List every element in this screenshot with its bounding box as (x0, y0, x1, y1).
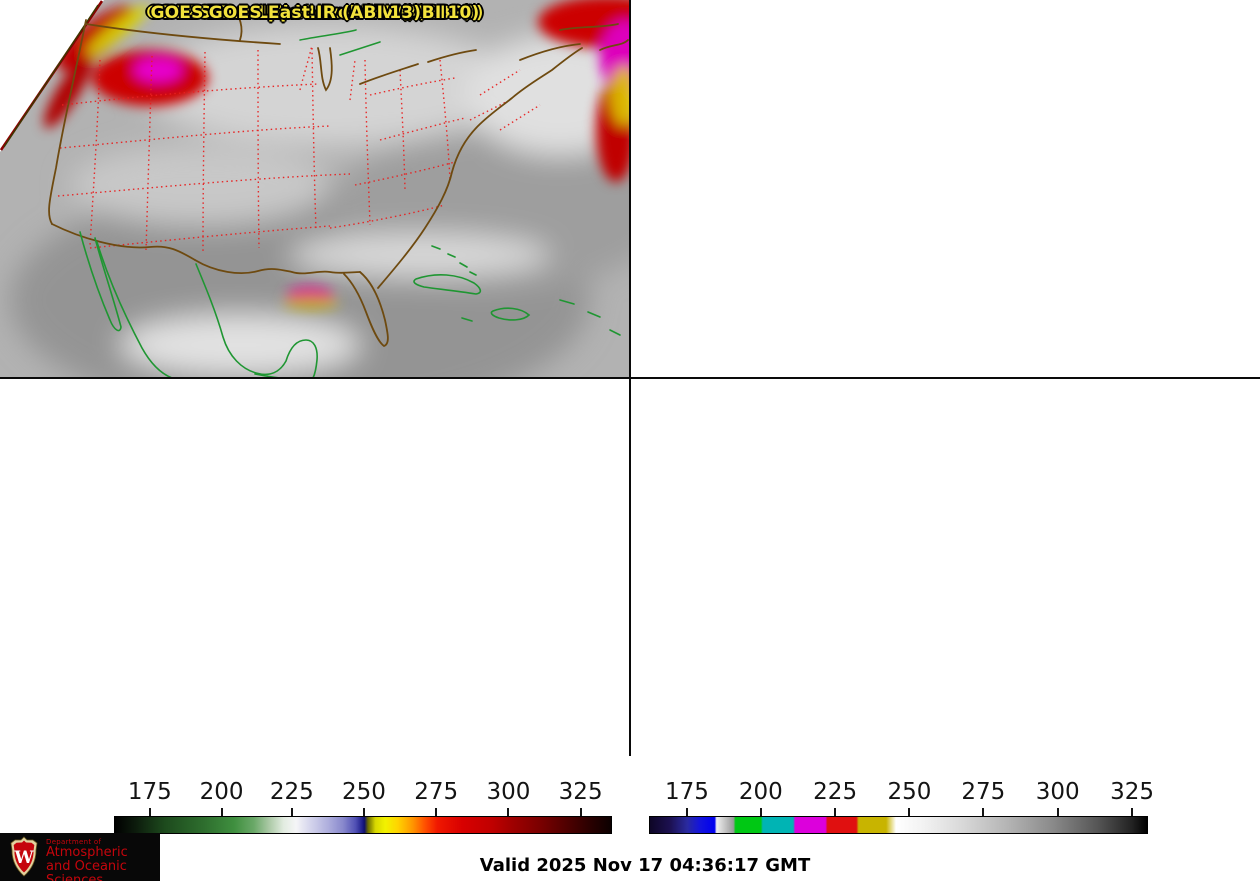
tick-label: 200 (199, 779, 244, 805)
wv-colorbar-ticks (114, 806, 612, 816)
uw-crest-icon: W (10, 836, 38, 877)
ir-colorbar-gradient (649, 816, 1148, 834)
tick-label: 175 (127, 779, 172, 805)
panel-title-abi9: GOES East Mid-Level WV (ABI 9) (158, 3, 472, 23)
ir-colorbar-labels: 175 200 225 250 275 300 325 (649, 779, 1154, 806)
valid-timestamp: Valid 2025 Nov 17 04:36:17 GMT (479, 855, 811, 876)
tick-label: 300 (486, 779, 531, 805)
tick-label: 200 (738, 779, 783, 805)
wv-colorbar: 175 200 225 250 275 300 325 (114, 779, 612, 834)
wv-colorbar-labels: 175 200 225 250 275 300 325 (114, 779, 612, 806)
ir-colorbar: 175 200 225 250 275 300 325 (649, 779, 1154, 834)
logo-line-1: Atmospheric (46, 845, 128, 860)
panel-abi13-ir: GOES East IR (ABI 13) (0, 0, 630, 378)
uw-aos-logo: W Department of Atmospheric and Oceanic … (0, 833, 160, 881)
tick-label: 300 (1035, 779, 1080, 805)
tick-label: 275 (961, 779, 1006, 805)
tick-label: 250 (887, 779, 932, 805)
tick-label: 275 (414, 779, 459, 805)
tick-label: 325 (558, 779, 603, 805)
panel-title-abi13: GOES East IR (ABI 13) (208, 3, 422, 23)
panel-title-abi10: GOES East Low-Level WV (ABI 10) (150, 3, 480, 23)
tick-label: 325 (1110, 779, 1154, 805)
tick-label: 225 (813, 779, 858, 805)
ir-colorbar-ticks (649, 806, 1148, 816)
logo-line-2: and Oceanic Sciences (46, 859, 127, 881)
satellite-image-abi13 (0, 0, 630, 378)
svg-text:W: W (13, 848, 34, 868)
panel-title-abi8: GOES East Upper-Level WV (ABI 8) (146, 3, 484, 23)
wv-colorbar-gradient (114, 816, 612, 834)
logo-text: Department of Atmospheric and Oceanic Sc… (46, 838, 160, 881)
panel-divider-horizontal (0, 377, 1260, 379)
logo-dept-line: Department of (46, 838, 102, 846)
tick-label: 225 (269, 779, 314, 805)
tick-label: 175 (664, 779, 709, 805)
tick-label: 250 (342, 779, 386, 805)
